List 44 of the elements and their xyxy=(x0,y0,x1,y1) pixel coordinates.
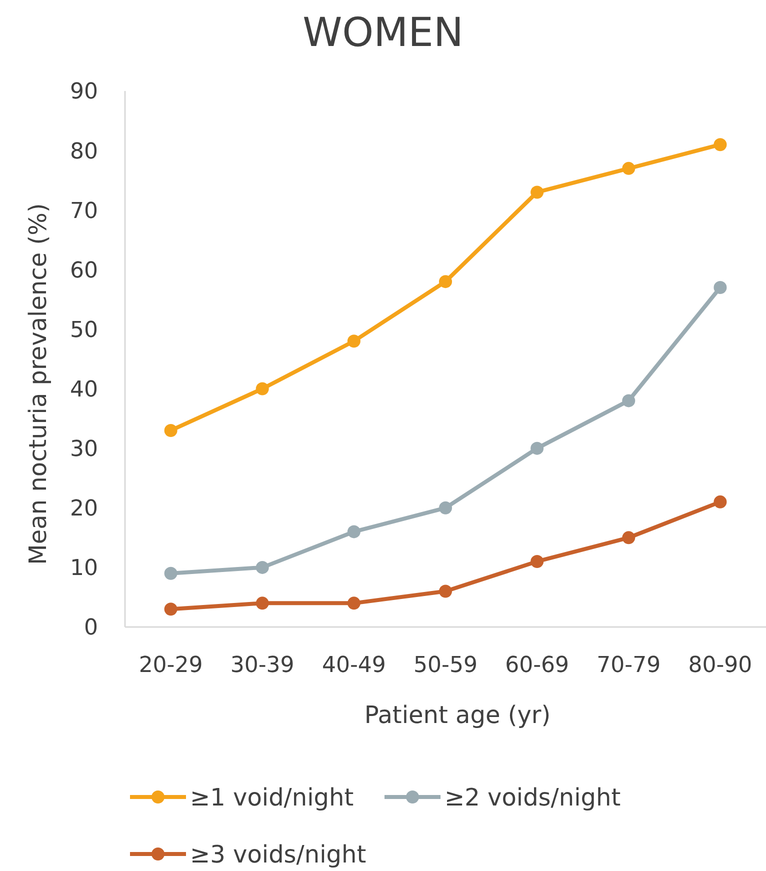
point xyxy=(714,495,727,508)
point xyxy=(439,584,452,598)
y-tick-label: 90 xyxy=(70,80,98,105)
point xyxy=(256,560,269,574)
x-tick-label: 30-39 xyxy=(230,653,294,678)
x-tick-label: 70-79 xyxy=(596,653,661,678)
y-tick-label: 0 xyxy=(84,616,98,641)
point xyxy=(439,275,452,288)
x-axis-title: Patient age (yr) xyxy=(364,701,551,729)
y-tick-label: 70 xyxy=(70,198,98,224)
legend-label: ≥3 voids/night xyxy=(190,840,366,868)
point xyxy=(530,442,544,455)
y-tick-label: 50 xyxy=(70,318,98,343)
point xyxy=(256,596,269,610)
y-tick-label: 40 xyxy=(70,377,98,402)
point xyxy=(347,596,360,610)
point xyxy=(256,382,269,396)
legend-label: ≥1 void/night xyxy=(190,783,354,812)
point xyxy=(622,162,636,175)
x-tick-label: 80-90 xyxy=(688,653,752,678)
point xyxy=(164,424,178,437)
point xyxy=(164,566,178,580)
point xyxy=(714,281,727,294)
chart-title: WOMEN xyxy=(302,10,464,56)
legend-label: ≥2 voids/night xyxy=(444,783,621,812)
y-tick-label: 10 xyxy=(70,556,98,582)
point xyxy=(530,554,544,568)
point xyxy=(347,334,360,348)
x-tick-label: 50-59 xyxy=(414,653,478,678)
y-tick-label: 20 xyxy=(70,496,98,522)
x-tick-label: 60-69 xyxy=(505,653,570,678)
point xyxy=(530,186,544,199)
x-tick-label: 40-49 xyxy=(322,653,386,678)
x-tick-label: 20-29 xyxy=(138,653,203,678)
y-tick-label: 80 xyxy=(70,139,98,164)
y-axis-title: Mean nocturia prevalence (%) xyxy=(24,203,52,565)
point xyxy=(164,602,178,616)
y-tick-label: 30 xyxy=(70,437,98,462)
point xyxy=(347,525,360,538)
point xyxy=(622,394,636,408)
point xyxy=(439,501,452,514)
point xyxy=(622,531,636,544)
y-tick-label: 60 xyxy=(70,258,98,284)
point xyxy=(714,138,727,152)
